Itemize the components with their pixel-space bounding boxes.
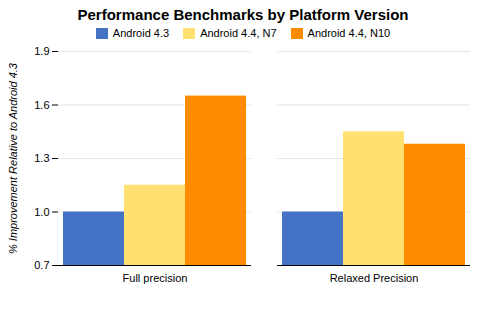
svg-text:1.6: 1.6 — [34, 99, 49, 111]
html-text:Performance Benchmarks by Plat: Performance Benchmarks by Platform Versi… — [77, 6, 409, 23]
svg-text:1.9: 1.9 — [34, 45, 49, 57]
html-text:Android 4.4, N10: Android 4.4, N10 — [307, 27, 391, 39]
html-text:Android 4.3: Android 4.3 — [112, 27, 170, 39]
svg-text:Full precision: Full precision — [123, 272, 188, 284]
svg-text:0.7: 0.7 — [34, 259, 49, 271]
svg-text:1.0: 1.0 — [34, 206, 49, 218]
svg-text:% Improvement Relative to Andr: % Improvement Relative to Android 4.3 — [7, 62, 19, 254]
svg-text:1.3: 1.3 — [34, 152, 49, 164]
svg-text:Relaxed Precision: Relaxed Precision — [330, 272, 419, 284]
html-text:Android 4.4, N7: Android 4.4, N7 — [200, 27, 277, 39]
